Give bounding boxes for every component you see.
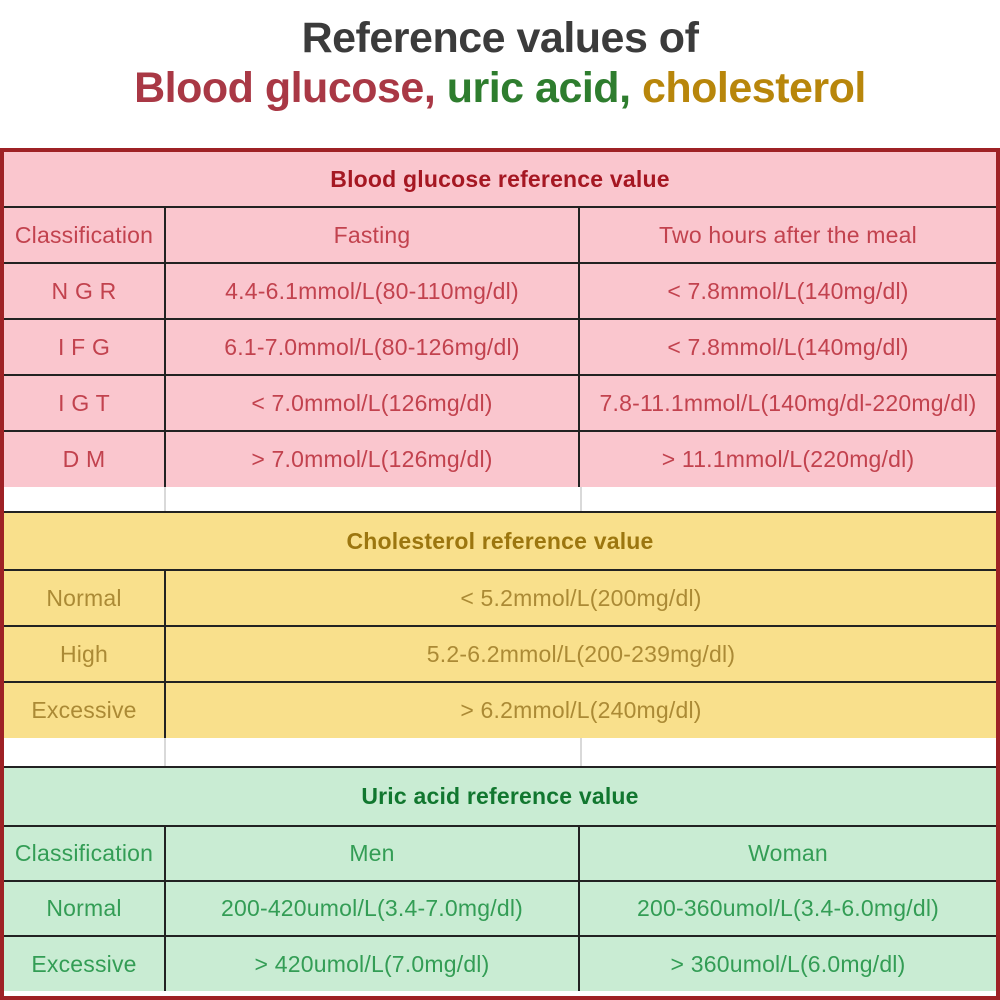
table-cell: Men [164, 825, 580, 882]
table-row: I G T < 7.0mmol/L(126mg/dl) 7.8-11.1mmol… [4, 374, 996, 432]
table-cell: Normal [4, 880, 166, 937]
gap-column-line [164, 738, 166, 766]
table-row: Normal < 5.2mmol/L(200mg/dl) [4, 569, 996, 627]
cholesterol-table-title: Cholesterol reference value [4, 513, 996, 571]
blood-glucose-table: Blood glucose reference value Classifica… [4, 152, 996, 487]
gap-column-line [580, 738, 582, 766]
uric-acid-table-title: Uric acid reference value [4, 768, 996, 827]
gap-column-line [164, 487, 166, 511]
table-cell: Normal [4, 569, 166, 627]
blood-glucose-table-title: Blood glucose reference value [4, 152, 996, 208]
uric-acid-table: Uric acid reference value Classification… [4, 768, 996, 991]
table-cell: > 360umol/L(6.0mg/dl) [578, 935, 996, 991]
table-cell: < 7.0mmol/L(126mg/dl) [164, 374, 580, 432]
table-cell: Fasting [164, 206, 580, 264]
table-cell: 200-360umol/L(3.4-6.0mg/dl) [578, 880, 996, 937]
table-cell: < 5.2mmol/L(200mg/dl) [164, 569, 996, 627]
subtitle-blood-glucose: Blood glucose, [134, 64, 436, 113]
page-title: Reference values of [301, 14, 699, 62]
table-cell: 6.1-7.0mmol/L(80-126mg/dl) [164, 318, 580, 376]
table-cell: N G R [4, 262, 166, 320]
page-header: Reference values of Blood glucose, uric … [0, 0, 1000, 148]
uric-acid-table-title-row: Uric acid reference value [4, 768, 996, 827]
table-cell: Classification [4, 206, 166, 264]
reference-tables-frame: Blood glucose reference value Classifica… [0, 148, 1000, 1000]
table-gap-divider [4, 738, 996, 768]
uric-acid-header-row: Classification Men Woman [4, 825, 996, 882]
page-subtitle: Blood glucose, uric acid, cholesterol [0, 63, 1000, 115]
table-row: D M > 7.0mmol/L(126mg/dl) > 11.1mmol/L(2… [4, 430, 996, 487]
table-cell: > 6.2mmol/L(240mg/dl) [164, 681, 996, 738]
table-cell: Two hours after the meal [578, 206, 996, 264]
table-cell: 7.8-11.1mmol/L(140mg/dl-220mg/dl) [578, 374, 996, 432]
table-cell: Excessive [4, 681, 166, 738]
table-row: Excessive > 6.2mmol/L(240mg/dl) [4, 681, 996, 738]
table-row: Excessive > 420umol/L(7.0mg/dl) > 360umo… [4, 935, 996, 991]
blood-glucose-header-row: Classification Fasting Two hours after t… [4, 206, 996, 264]
table-cell: Woman [578, 825, 996, 882]
table-cell: > 11.1mmol/L(220mg/dl) [578, 430, 996, 487]
table-row: I F G 6.1-7.0mmol/L(80-126mg/dl) < 7.8mm… [4, 318, 996, 376]
table-row: High 5.2-6.2mmol/L(200-239mg/dl) [4, 625, 996, 683]
subtitle-cholesterol: cholesterol [630, 64, 866, 113]
table-cell: < 7.8mmol/L(140mg/dl) [578, 262, 996, 320]
table-cell: Classification [4, 825, 166, 882]
table-cell: Excessive [4, 935, 166, 991]
table-cell: 4.4-6.1mmol/L(80-110mg/dl) [164, 262, 580, 320]
table-cell: > 7.0mmol/L(126mg/dl) [164, 430, 580, 487]
subtitle-uric-acid: uric acid, [435, 64, 631, 113]
blood-glucose-table-title-row: Blood glucose reference value [4, 152, 996, 208]
table-cell: < 7.8mmol/L(140mg/dl) [578, 318, 996, 376]
table-cell: D M [4, 430, 166, 487]
table-cell: > 420umol/L(7.0mg/dl) [164, 935, 580, 991]
table-cell: I F G [4, 318, 166, 376]
table-cell: 200-420umol/L(3.4-7.0mg/dl) [164, 880, 580, 937]
table-gap-divider [4, 487, 996, 513]
table-cell: I G T [4, 374, 166, 432]
table-row: N G R 4.4-6.1mmol/L(80-110mg/dl) < 7.8mm… [4, 262, 996, 320]
table-cell: High [4, 625, 166, 683]
cholesterol-table: Cholesterol reference value Normal < 5.2… [4, 513, 996, 738]
cholesterol-table-title-row: Cholesterol reference value [4, 513, 996, 571]
table-cell: 5.2-6.2mmol/L(200-239mg/dl) [164, 625, 996, 683]
gap-column-line [580, 487, 582, 511]
table-row: Normal 200-420umol/L(3.4-7.0mg/dl) 200-3… [4, 880, 996, 937]
